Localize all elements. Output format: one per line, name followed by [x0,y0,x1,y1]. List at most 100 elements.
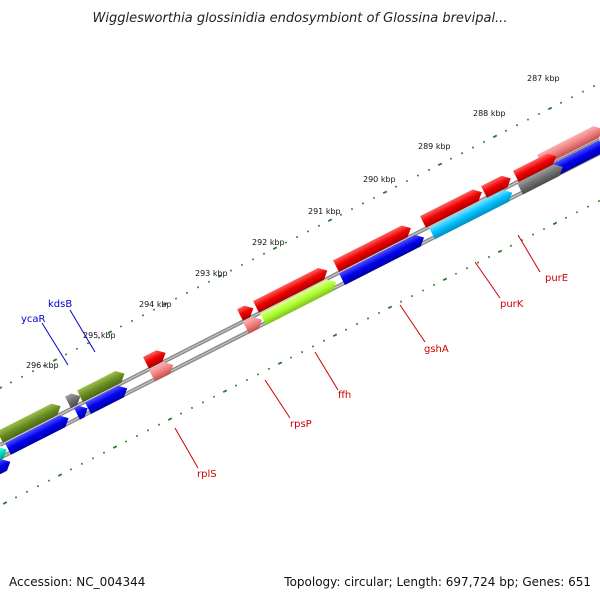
tick-mark [31,370,35,373]
tick-mark [91,457,95,460]
tick-mark [531,233,535,236]
tick-mark [14,496,18,499]
tick-mark [350,207,354,211]
leader-purK [474,261,501,299]
gene-label-ffh: ffh [338,390,351,401]
tick-mark [592,84,596,88]
tick-mark [405,179,409,183]
tick-mark [327,218,333,222]
tick-mark [394,185,398,188]
tick-mark [267,367,271,370]
tick-mark [344,328,348,331]
gene-arrow [429,189,513,240]
tick-mark [25,490,29,493]
tick-mark [157,423,161,426]
tick-mark [240,263,244,267]
gene-label-purE: purE [545,273,568,284]
gene-arrow [0,459,11,483]
kbp-label: 293 kbp [195,269,228,278]
tick-mark [229,269,233,272]
tick-mark [449,157,453,160]
tick-mark [152,308,156,311]
gene-label-gshA: gshA [424,344,449,355]
tick-mark [306,230,310,233]
tick-mark [251,258,255,261]
inner-tick-arc [2,199,600,505]
tick-mark [509,244,513,247]
tick-mark [399,300,403,303]
leader-rplS [174,427,199,469]
tick-mark [377,311,381,315]
tick-mark [107,330,113,334]
gene-arrow [143,350,166,369]
tick-mark [552,221,558,226]
tick-mark [185,291,189,295]
tick-mark [36,485,40,488]
kbp-label: 291 kbp [308,207,341,216]
tick-mark [542,227,546,231]
tick-mark [317,224,321,228]
tick-mark [515,124,519,127]
gene-arrow [149,362,174,382]
tick-mark [174,297,178,300]
tick-mark [75,347,79,351]
label-leaders [41,234,541,469]
tick-mark [322,339,326,343]
gene-arrow [243,317,263,334]
gene-arrow [420,189,482,228]
tick-mark [581,90,585,93]
tick-mark [492,134,498,139]
tick-mark [86,342,90,345]
tick-mark [421,289,425,292]
tick-mark [547,106,553,111]
tick-mark [9,381,13,384]
tick-mark [416,174,420,177]
tick-mark [487,255,491,259]
tick-mark [42,364,46,367]
tick-mark [57,473,63,477]
leader-gshA [399,304,426,343]
gene-arrow [74,405,88,420]
kbp-label: 292 kbp [252,238,285,247]
tick-mark [207,280,211,283]
kbp-labels: 287 kbp 288 kbp 289 kbp 290 kbp 291 kbp … [26,74,560,370]
tick-mark [167,417,173,421]
leader-ffh [314,351,339,391]
kbp-label: 288 kbp [473,109,506,118]
gene-arrow [0,403,61,443]
gene-arrow [513,153,557,183]
gene-labels: purE purK gshA ffh rpsP rplS kdsB ycaR [21,273,568,480]
tick-mark [201,401,205,404]
leader-ycaR [41,322,69,366]
tick-mark [559,101,563,104]
tick-mark [0,386,3,390]
gene-label-rplS: rplS [197,469,217,480]
accession-text: Accession: NC_004344 [9,575,145,589]
gene-arrow [481,175,511,198]
tick-mark [234,384,238,387]
gene-arrow [253,267,328,313]
gene-features [0,126,600,483]
tick-mark [256,373,260,376]
kbp-label: 295 kbp [83,331,116,340]
kbp-label: 296 kbp [26,361,59,370]
gene-arrow [517,164,563,195]
leader-rpsP [264,379,291,419]
tick-mark [162,302,168,306]
tick-mark [432,283,436,287]
gene-arrow [85,385,128,415]
tick-mark [262,252,266,255]
tick-mark [442,277,448,282]
tick-mark [366,317,370,320]
tick-mark [570,96,574,99]
gene-arrow [5,415,69,455]
gene-arrow [260,279,337,326]
tick-mark [355,322,359,326]
gene-label-ycaR: ycaR [21,314,46,325]
tick-mark [217,274,223,278]
tick-mark [289,356,293,359]
tick-mark [130,319,134,323]
outer-tick-arc [0,84,596,390]
kbp-label: 287 kbp [527,74,560,83]
